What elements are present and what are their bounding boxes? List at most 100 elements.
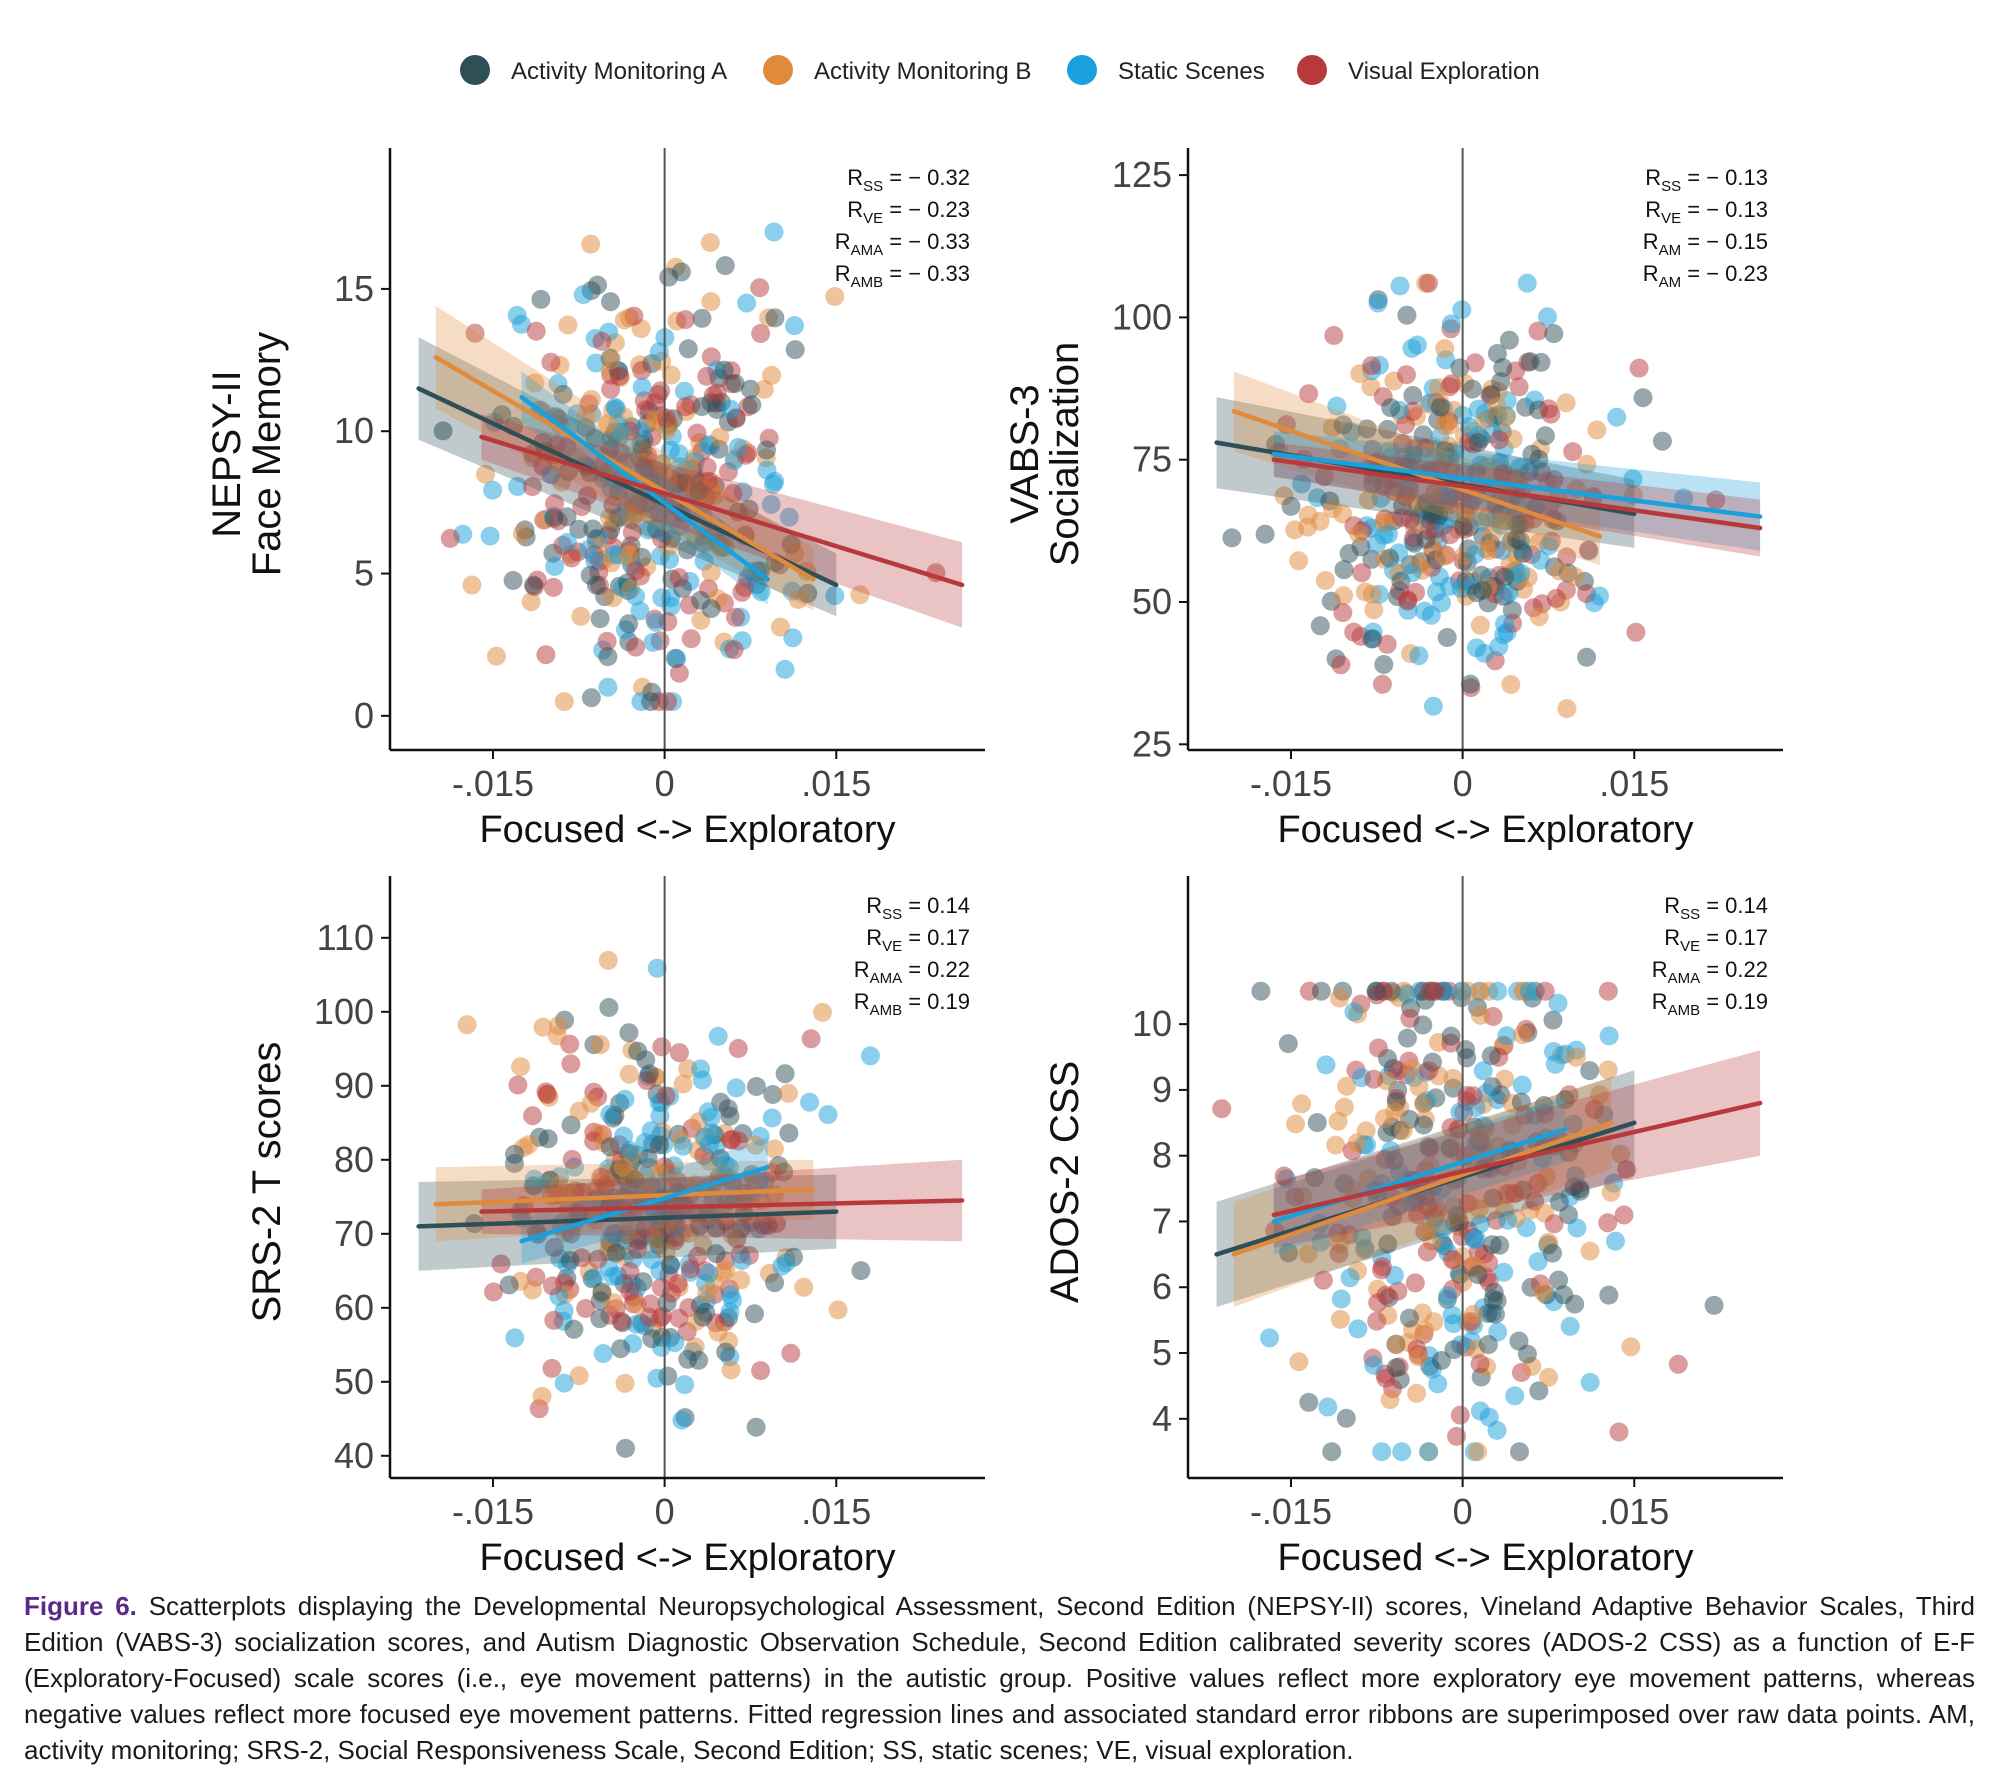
fit-line — [519, 1164, 770, 1244]
data-point — [1311, 1232, 1331, 1252]
data-point — [1285, 520, 1305, 540]
fit-line — [1271, 1100, 1763, 1218]
data-point — [1396, 365, 1416, 385]
data-point — [1385, 1102, 1405, 1122]
data-point — [586, 575, 606, 595]
data-point — [1467, 462, 1487, 482]
data-point — [669, 568, 689, 588]
data-point — [658, 692, 677, 712]
data-point — [1349, 524, 1369, 544]
y-tick-label: 50 — [334, 1361, 374, 1402]
se-ribbon — [481, 414, 963, 628]
fit-lines — [1214, 409, 1763, 539]
data-point — [1368, 1038, 1388, 1058]
data-point — [536, 645, 556, 665]
data-point — [1441, 1026, 1461, 1046]
data-point — [1563, 442, 1583, 462]
data-point — [613, 1157, 633, 1177]
data-point — [1386, 1358, 1406, 1378]
data-point — [1392, 508, 1412, 528]
data-point — [560, 1250, 580, 1270]
stat-label: RSS = − 0.13 — [1645, 165, 1768, 195]
data-point — [1533, 1282, 1553, 1302]
data-point — [601, 379, 621, 399]
data-point — [583, 519, 603, 539]
data-point — [590, 1035, 610, 1055]
legend-item: Activity Monitoring B — [763, 55, 1031, 85]
data-point — [1398, 591, 1418, 611]
data-point — [1435, 339, 1455, 358]
x-tick-label: .015 — [1599, 1491, 1669, 1532]
se-ribbon — [1233, 1076, 1612, 1307]
data-point — [1331, 1289, 1351, 1309]
y-tick-label: 80 — [334, 1139, 374, 1180]
panel-srs2: -.015 0 .015 40 50 60 70 80 90 100 110 Focused <-> … — [100, 868, 1100, 1588]
fit-lines — [1214, 1100, 1763, 1257]
data-point — [1470, 1354, 1490, 1374]
data-point — [1539, 536, 1559, 556]
data-point — [1505, 1386, 1525, 1406]
data-point — [524, 1169, 544, 1189]
data-point — [754, 379, 774, 399]
data-point — [1509, 468, 1529, 487]
x-axis-label: Focused <-> Exploratory — [1277, 1537, 1693, 1579]
data-point — [1429, 506, 1449, 526]
data-point — [1397, 305, 1417, 325]
stat-label: RSS = 0.14 — [866, 893, 970, 923]
data-point — [545, 494, 564, 514]
data-point — [721, 1130, 741, 1150]
data-point — [1340, 1268, 1360, 1288]
data-point — [1374, 655, 1394, 674]
data-point — [1565, 1166, 1585, 1186]
data-point — [765, 1273, 785, 1293]
data-point — [667, 649, 687, 669]
data-point — [1519, 981, 1539, 1001]
data-point — [1512, 1075, 1532, 1095]
data-point — [1352, 563, 1372, 583]
data-point — [672, 1410, 692, 1430]
data-point — [531, 289, 551, 309]
data-point — [545, 557, 565, 576]
data-point — [781, 1343, 801, 1363]
data-point — [618, 545, 638, 565]
data-point — [1606, 1231, 1625, 1251]
data-point — [611, 1339, 631, 1359]
data-point — [1535, 981, 1555, 1001]
data-point — [601, 349, 621, 369]
data-point — [1337, 1076, 1357, 1096]
y-axis-label: Face Memory — [245, 332, 289, 577]
scatter-plot-nepsy: -.015 0 .015 0 5 10 15 Focused <-> Exploratory N… — [205, 148, 985, 851]
data-point — [775, 1064, 795, 1084]
data-point — [1580, 1372, 1600, 1392]
data-point — [1495, 614, 1514, 634]
legend-label: Activity Monitoring A — [511, 58, 727, 85]
y-axis-label: SRS-2 T scores — [245, 1042, 289, 1323]
data-point — [532, 1386, 552, 1406]
data-point — [687, 423, 707, 443]
data-point — [693, 1307, 713, 1327]
data-point — [710, 427, 730, 447]
data-point — [1463, 1086, 1483, 1106]
data-point — [592, 331, 612, 351]
y-tick-label: 60 — [334, 1287, 374, 1328]
data-point — [1565, 566, 1585, 586]
data-point — [603, 1266, 623, 1286]
data-point — [1432, 1351, 1451, 1370]
data-point — [1599, 1026, 1619, 1046]
data-point — [1483, 1188, 1503, 1208]
data-point — [1538, 307, 1557, 327]
data-point — [547, 1026, 567, 1046]
data-point — [716, 1155, 735, 1175]
data-point — [1469, 1199, 1489, 1219]
data-point — [1517, 1344, 1537, 1364]
data-point — [1543, 1010, 1563, 1030]
data-point — [818, 1105, 838, 1125]
data-points — [457, 950, 880, 1458]
data-point — [1260, 1328, 1280, 1348]
data-point — [1580, 1061, 1600, 1081]
data-point — [651, 381, 671, 401]
data-point — [662, 1283, 681, 1303]
data-point — [619, 614, 639, 634]
data-point — [626, 586, 646, 606]
data-point — [700, 233, 720, 252]
